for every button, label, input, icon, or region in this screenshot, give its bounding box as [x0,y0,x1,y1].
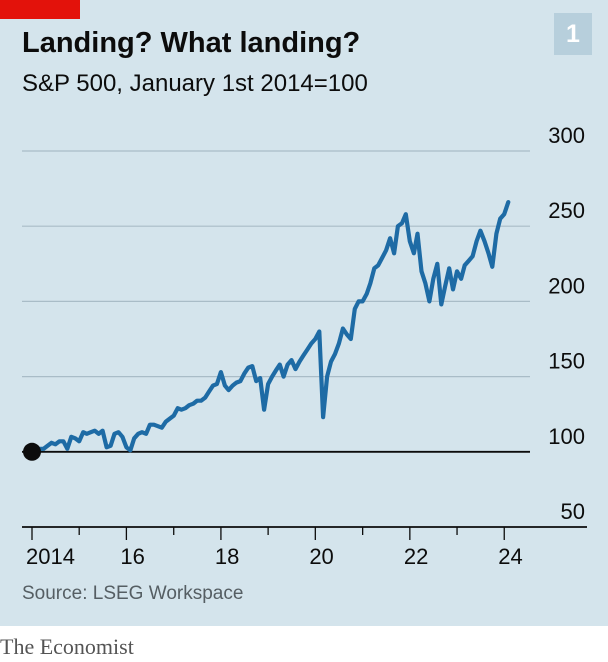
start-marker [23,442,41,461]
x-tick-label: 22 [404,544,428,569]
publisher-wordmark: The Economist [0,634,134,659]
y-tick-label: 50 [561,499,585,524]
brand-accent-bar [0,0,80,19]
x-tick-label: 20 [309,544,333,569]
x-tick-label: 2014 [26,544,75,569]
y-tick-label: 250 [548,198,585,223]
chart-number-badge: 1 [554,13,592,55]
x-tick-label: 18 [215,544,239,569]
x-tick-label: 24 [498,544,522,569]
y-tick-label: 200 [548,273,585,298]
chart-panel: Landing? What landing? S&P 500, January … [0,0,608,626]
chart-subtitle: S&P 500, January 1st 2014=100 [22,70,368,97]
x-tick-label: 16 [120,544,144,569]
chart-title: Landing? What landing? [22,27,361,59]
series-line-sp500 [29,200,511,459]
line-chart: 2014 16 18 20 22 24 300 250 200 150 100 50 [22,123,587,569]
y-tick-label: 300 [548,123,585,148]
source-note: Source: LSEG Workspace [22,583,244,604]
y-tick-label: 150 [548,349,585,374]
y-tick-label: 100 [548,424,585,449]
